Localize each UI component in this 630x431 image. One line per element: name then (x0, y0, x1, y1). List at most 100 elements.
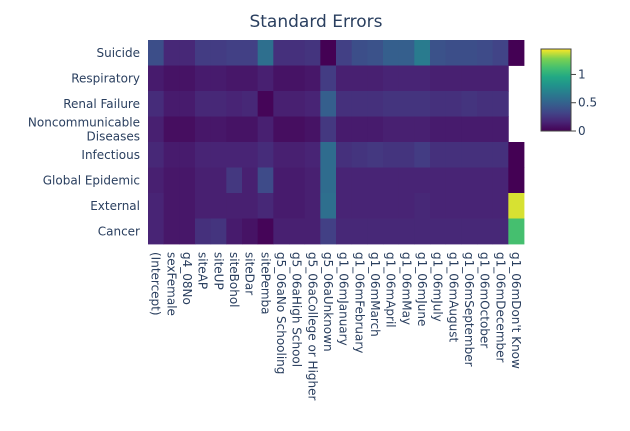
colorbar-tick-label: 0 (578, 124, 586, 138)
heatmap-cell (320, 65, 337, 92)
heatmap-cell (383, 65, 400, 92)
heatmap-cell (336, 193, 353, 219)
heatmap-cell (508, 142, 525, 168)
heatmap-cell (179, 40, 196, 66)
heatmap-cell (257, 91, 274, 117)
x-tick-label: g5_06aCollege or Higher (305, 252, 319, 401)
x-tick-label: sitePemba (258, 252, 272, 315)
heatmap-cell (445, 65, 462, 92)
heatmap-cell (148, 193, 165, 219)
heatmap-cell (383, 40, 400, 66)
heatmap-cell (398, 218, 415, 245)
heatmap-cell (226, 116, 243, 143)
heatmap-cell (304, 40, 321, 66)
y-tick-label: Cancer (98, 224, 140, 238)
heatmap-cell (367, 193, 384, 219)
x-tick-label: g1_06mJanuary (337, 252, 351, 346)
heatmap-cell (210, 40, 227, 66)
heatmap-cell (304, 218, 321, 245)
heatmap-cell (289, 142, 306, 168)
heatmap-cell (508, 40, 525, 66)
heatmap-cell (242, 218, 259, 245)
heatmap-cell (336, 40, 353, 66)
heatmap-cell (226, 65, 243, 92)
heatmap-cell (289, 40, 306, 66)
heatmap-cell (508, 167, 525, 194)
heatmap-cell (179, 91, 196, 117)
heatmap-cell (383, 193, 400, 219)
x-tick-label: g4_08No (180, 252, 194, 305)
heatmap-cell (195, 40, 212, 66)
colorbar-tick-label: 1 (578, 67, 586, 81)
heatmap-cell (226, 167, 243, 194)
heatmap-cell (226, 40, 243, 66)
heatmap-cell (148, 65, 165, 92)
x-tick-label: siteBohol (227, 252, 241, 308)
x-tick-label: g5_06aUnknown (321, 252, 335, 352)
heatmap-cell (257, 142, 274, 168)
heatmap-cell (320, 193, 337, 219)
heatmap-cell (320, 116, 337, 143)
heatmap-cell (414, 116, 431, 143)
heatmap-cells (148, 40, 525, 245)
y-tick-label: External (90, 199, 140, 213)
heatmap-cell (367, 218, 384, 245)
x-tick-label: g1_06mSeptember (462, 252, 476, 367)
heatmap-cell (257, 167, 274, 194)
heatmap-cell (351, 218, 368, 245)
heatmap-cell (195, 218, 212, 245)
heatmap-cell (398, 40, 415, 66)
heatmap-cell (336, 91, 353, 117)
heatmap-cell (273, 142, 290, 168)
heatmap-cell (336, 65, 353, 92)
heatmap-cell (492, 91, 509, 117)
heatmap-cell (179, 116, 196, 143)
heatmap-cell (289, 167, 306, 194)
x-tick-label: g1_06mDecember (493, 252, 507, 363)
heatmap-cell (242, 91, 259, 117)
heatmap-cell (367, 116, 384, 143)
heatmap-cell (195, 91, 212, 117)
heatmap-cell (273, 40, 290, 66)
heatmap-cell (414, 167, 431, 194)
heatmap-cell (289, 65, 306, 92)
heatmap-cell (163, 193, 180, 219)
x-tick-label: g1_06mApril (384, 252, 398, 328)
colorbar-tick-label: 0.5 (578, 96, 597, 110)
heatmap-cell (210, 167, 227, 194)
colorbar-gradient (540, 48, 572, 132)
heatmap-cell (492, 142, 509, 168)
heatmap-cell (461, 91, 478, 117)
heatmap-cell (445, 167, 462, 194)
heatmap-cell (351, 91, 368, 117)
heatmap-cell (461, 142, 478, 168)
y-axis-tick-labels: Suicide Respiratory Renal Failure Noncommun… (28, 46, 140, 239)
heatmap-cell (226, 142, 243, 168)
heatmap-cell (461, 40, 478, 66)
heatmap-cell (398, 116, 415, 143)
x-tick-label: g1_06mAugust (446, 252, 460, 343)
heatmap-cell (414, 193, 431, 219)
y-tick-label: Suicide (97, 46, 141, 60)
heatmap-cell (304, 116, 321, 143)
heatmap-cell (242, 193, 259, 219)
x-tick-label: g1_06mMarch (368, 252, 382, 337)
heatmap-cell (304, 91, 321, 117)
x-tick-label: g1_06mJuly (431, 252, 445, 322)
x-tick-label: g1_06mOctober (478, 252, 492, 348)
heatmap-cell (492, 167, 509, 194)
heatmap-cell (383, 218, 400, 245)
heatmap-cell (320, 91, 337, 117)
heatmap-cell (492, 218, 509, 245)
heatmap-cell (430, 91, 447, 117)
heatmap-cell (367, 91, 384, 117)
heatmap-cell (508, 193, 525, 219)
heatmap-cell (320, 142, 337, 168)
heatmap-cell (210, 116, 227, 143)
x-tick-label: sexFemale (164, 252, 178, 316)
heatmap-cell (367, 40, 384, 66)
heatmap-cell (351, 65, 368, 92)
heatmap-cell (445, 142, 462, 168)
heatmap-cell (336, 116, 353, 143)
